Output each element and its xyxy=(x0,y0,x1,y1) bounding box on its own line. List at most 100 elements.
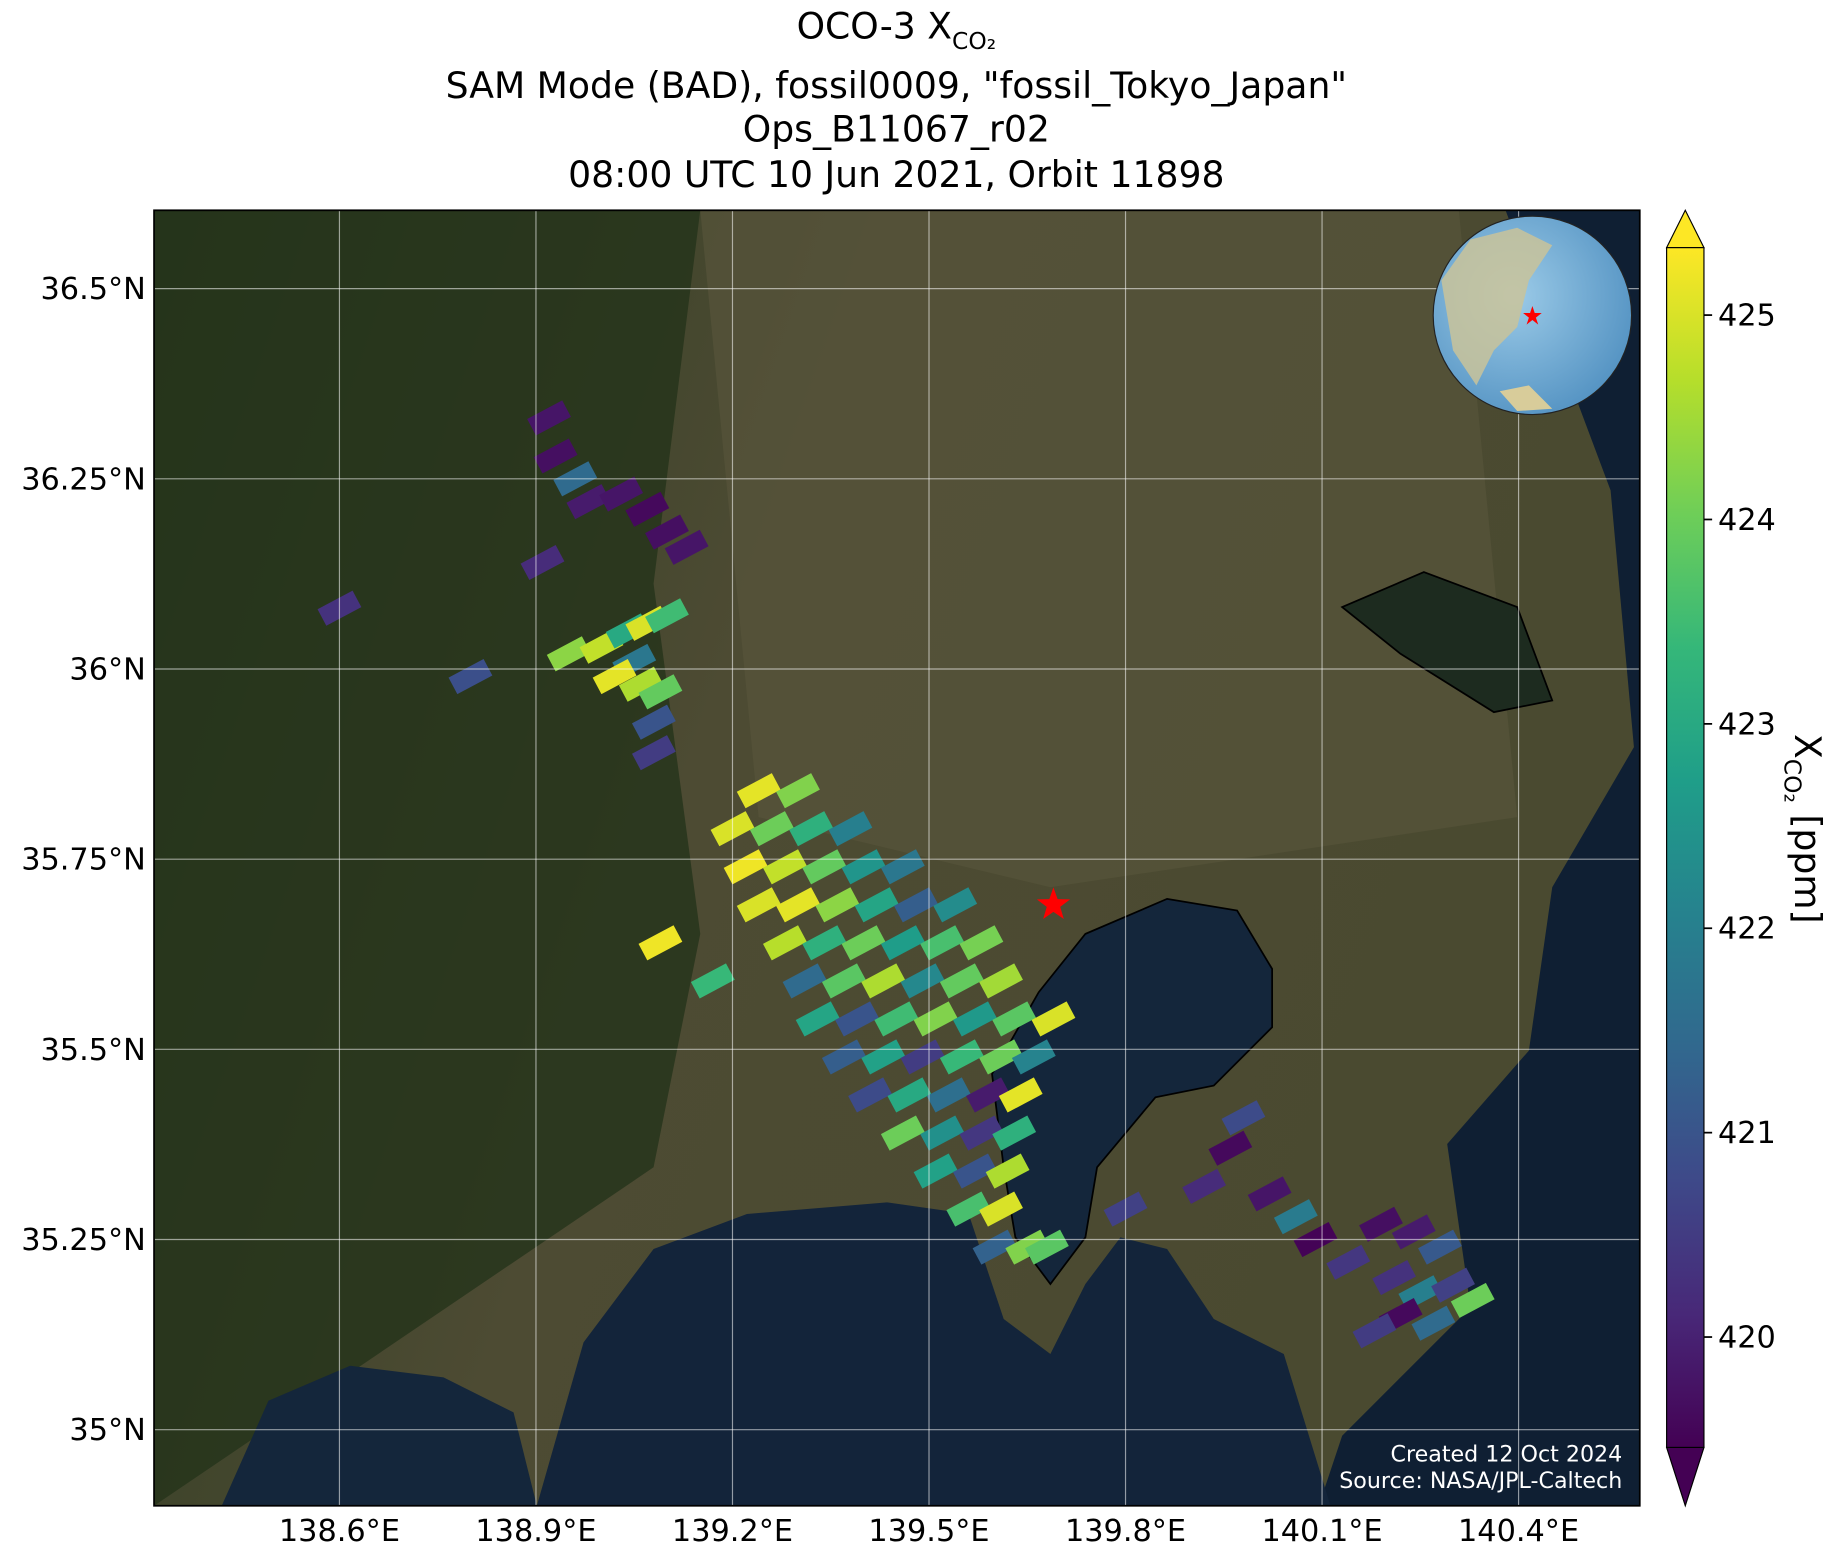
y-tick-label: 36.5°N xyxy=(40,272,145,307)
sounding xyxy=(1025,1229,1069,1265)
sounding xyxy=(736,887,781,923)
y-tick-label: 35.25°N xyxy=(21,1223,146,1258)
sounding xyxy=(861,1039,906,1075)
sounding xyxy=(1182,1168,1227,1204)
sounding xyxy=(795,1001,840,1037)
sounding xyxy=(1326,1244,1371,1280)
sounding xyxy=(762,849,807,885)
sounding xyxy=(900,963,945,999)
x-tick-label: 139.5°E xyxy=(868,1514,989,1549)
sounding xyxy=(1359,1206,1403,1242)
sounding xyxy=(1247,1176,1292,1212)
sounding xyxy=(723,849,768,885)
colorbar-tick-label: 421 xyxy=(1718,1116,1776,1151)
globe-marker xyxy=(1523,305,1542,325)
sounding xyxy=(966,1077,1010,1113)
y-tick-label: 36°N xyxy=(69,652,145,687)
globe-land xyxy=(1441,227,1553,386)
sounding xyxy=(992,1001,1037,1037)
map-frame xyxy=(153,209,1641,1507)
sounding xyxy=(992,1115,1037,1151)
sounding xyxy=(880,849,925,885)
sounding xyxy=(874,1001,919,1037)
sounding xyxy=(841,925,886,961)
sounding xyxy=(1011,1039,1056,1075)
credit: Source: NASA/JPL-Caltech xyxy=(1339,1468,1622,1494)
sounding xyxy=(448,659,493,695)
sounding xyxy=(776,887,820,923)
sounding xyxy=(920,925,965,961)
plains xyxy=(700,210,1518,888)
grid xyxy=(154,210,1640,1506)
sounding xyxy=(1450,1282,1495,1318)
x-tick-label: 140.4°E xyxy=(1458,1514,1579,1549)
sounding xyxy=(959,1115,1004,1151)
x-tick-label: 139.2°E xyxy=(672,1514,793,1549)
title-block: OCO-3 XCO₂ SAM Mode (BAD), fossil0009, "… xyxy=(446,5,1347,196)
sounding xyxy=(599,476,644,512)
y-tick-label: 35°N xyxy=(69,1413,145,1448)
sounding xyxy=(979,963,1023,999)
sounding xyxy=(848,1077,892,1113)
suruga-bay xyxy=(221,1365,537,1506)
colorbar-extend-min xyxy=(1665,1446,1705,1508)
colorbar-extend-max xyxy=(1665,208,1705,249)
sounding xyxy=(1418,1229,1462,1265)
sounding xyxy=(933,887,978,923)
colorbar-label-text: X xyxy=(1786,734,1829,759)
mountains xyxy=(154,210,701,1506)
subtitle: SAM Mode (BAD), fossil0009, "fossil_Toky… xyxy=(446,64,1347,107)
sounding xyxy=(762,925,807,961)
sounding xyxy=(520,544,565,581)
sounding xyxy=(1221,1100,1266,1136)
lake xyxy=(1340,571,1554,714)
sounding xyxy=(638,925,683,961)
sounding xyxy=(854,887,899,923)
sounding xyxy=(828,811,873,847)
sounding xyxy=(913,1001,958,1037)
globe-inset xyxy=(1432,215,1633,416)
x-tick-label: 139.8°E xyxy=(1065,1514,1186,1549)
sounding xyxy=(861,963,906,999)
target-marker xyxy=(1036,887,1071,919)
colorbar-tick-label: 425 xyxy=(1718,299,1776,334)
sounding xyxy=(533,438,578,474)
title-text: OCO-3 X xyxy=(797,5,952,48)
sounding xyxy=(1031,1001,1076,1037)
map: Created 12 Oct 2024 Source: NASA/JPL-Cal… xyxy=(154,210,1640,1506)
sounding xyxy=(645,598,689,634)
colorbar-tick-label: 420 xyxy=(1718,1321,1776,1356)
colorbar-label: XCO₂ [ppm] xyxy=(1778,734,1829,924)
sounding xyxy=(690,963,735,999)
sounding xyxy=(1391,1214,1436,1250)
sounding xyxy=(900,1039,945,1075)
colorbar-tick-label: 424 xyxy=(1718,503,1776,538)
y-tick-label: 36.25°N xyxy=(21,462,146,497)
sounding xyxy=(1352,1313,1397,1349)
sounding xyxy=(835,1001,879,1037)
sounding xyxy=(638,674,683,710)
sounding xyxy=(887,1077,932,1113)
sounding xyxy=(776,773,820,809)
sounding xyxy=(821,963,866,999)
sounding xyxy=(1431,1267,1475,1303)
sounding xyxy=(979,1191,1023,1227)
ocean xyxy=(1318,210,1640,1506)
sounding xyxy=(894,887,938,923)
sounding xyxy=(782,963,827,999)
sounding xyxy=(979,1039,1023,1075)
y-tick-label: 35.75°N xyxy=(21,843,146,878)
sounding xyxy=(625,491,670,527)
colorbar-label-space xyxy=(1786,803,1829,814)
sounding xyxy=(998,1077,1043,1113)
sounding xyxy=(939,1039,984,1075)
sounding xyxy=(664,529,709,565)
sounding xyxy=(592,659,637,695)
sounding xyxy=(985,1153,1030,1189)
credit: Created 12 Oct 2024 xyxy=(1391,1441,1623,1467)
title-subscript: CO₂ xyxy=(952,27,996,55)
sounding xyxy=(566,484,611,520)
sounding xyxy=(939,963,984,999)
colorbar-label-unit: [ppm] xyxy=(1786,814,1829,923)
